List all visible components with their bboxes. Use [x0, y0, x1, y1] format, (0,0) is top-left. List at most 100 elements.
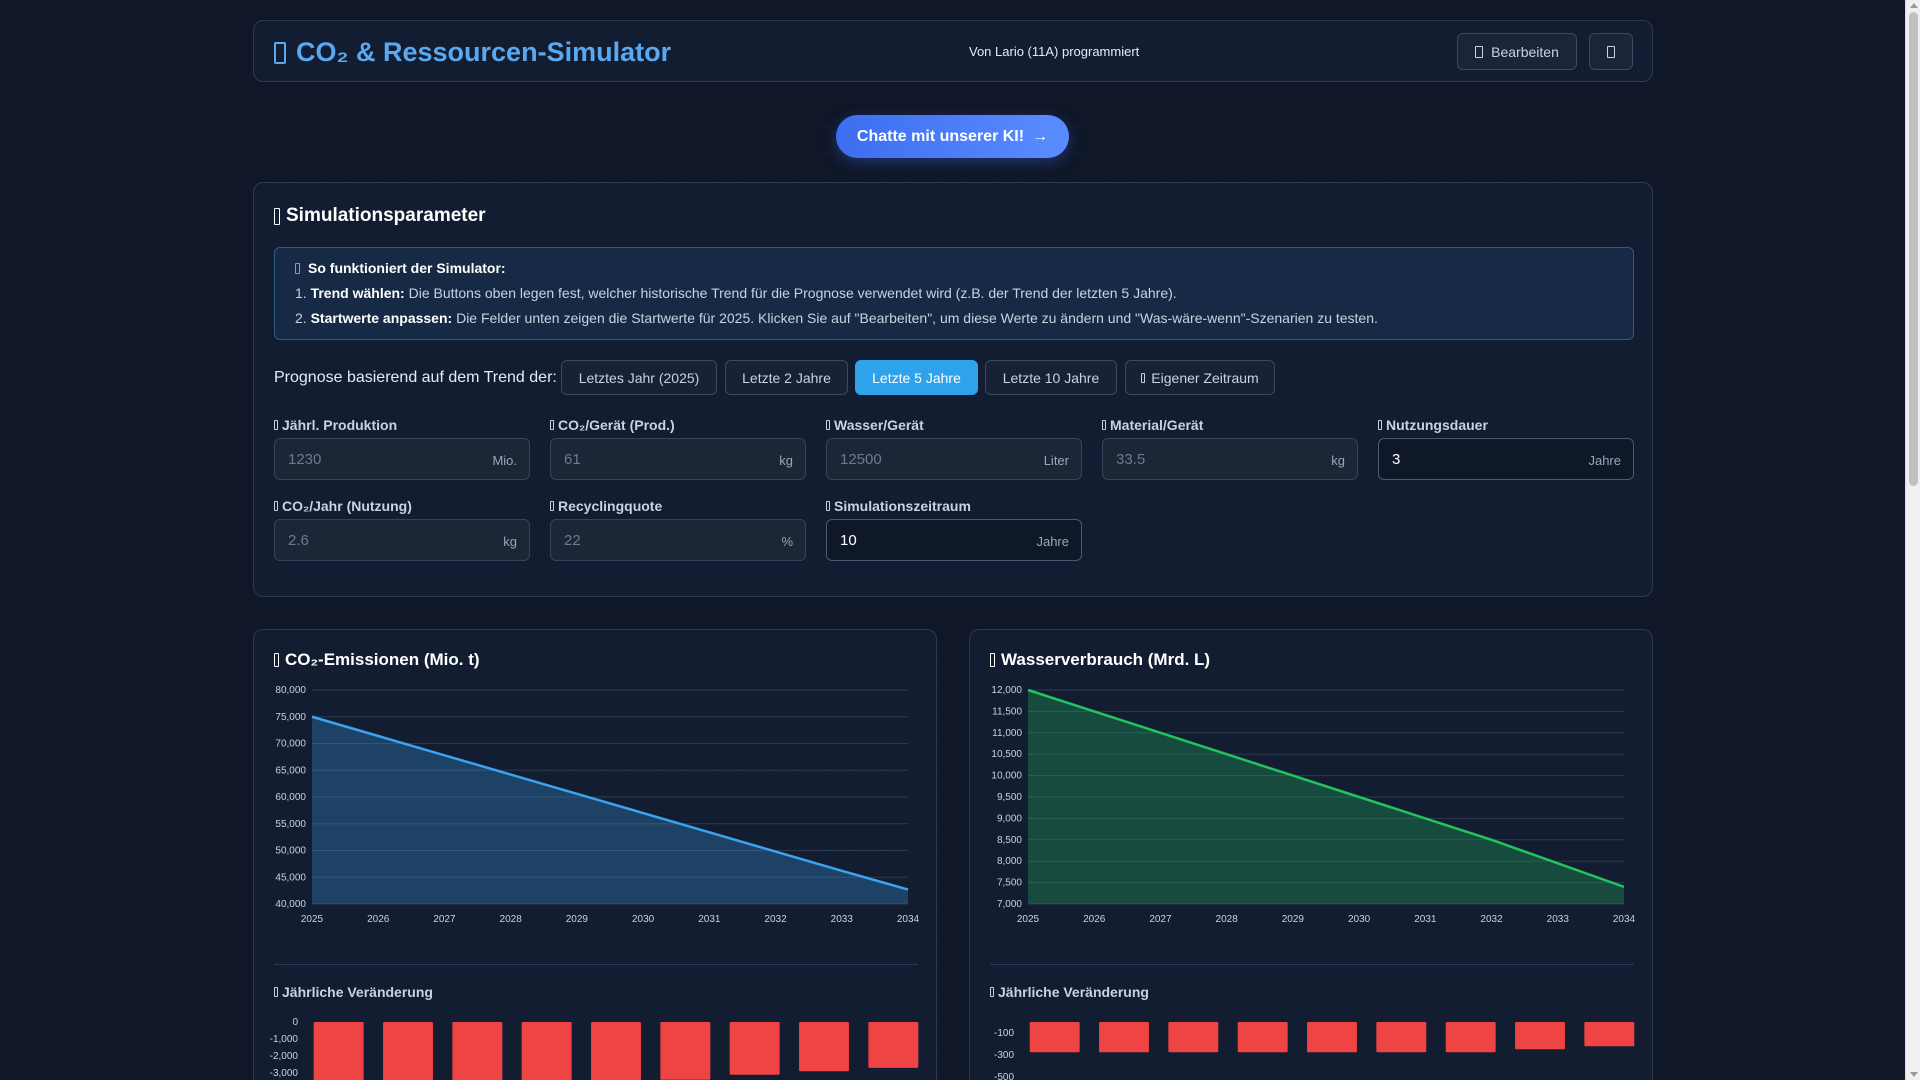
input-unit: Jahre — [1588, 453, 1621, 468]
pencil-icon — [1475, 45, 1484, 58]
water-y-tick-label: 7,000 — [997, 899, 1022, 910]
co2-change-title-text: Jährliche Veränderung — [282, 984, 433, 1000]
sliders-icon — [274, 207, 280, 225]
hourglass-icon — [826, 501, 830, 511]
field-label-text: Wasser/Gerät — [834, 417, 924, 433]
co2-y-tick-label: 65,000 — [275, 765, 306, 776]
co2-change-bar — [799, 1022, 849, 1072]
co2-x-tick-label: 2030 — [632, 914, 655, 925]
trend-button-10-years[interactable]: Letzte 10 Jahre — [985, 360, 1117, 395]
field-label: CO₂/Jahr (Nutzung) — [274, 497, 530, 515]
trend-button-custom-range[interactable]: Eigener Zeitraum — [1125, 360, 1275, 395]
water-change-y-tick-label: -100 — [994, 1028, 1014, 1039]
trend-label: Prognose basierend auf dem Trend der: — [274, 369, 557, 386]
co2-x-tick-label: 2033 — [831, 914, 854, 925]
co2-change-bar — [452, 1022, 503, 1080]
water-input[interactable]: 12500 Liter — [826, 438, 1082, 480]
water-y-tick-label: 9,500 — [997, 792, 1022, 803]
field-label: Wasser/Gerät — [826, 416, 1082, 434]
chat-ai-button[interactable]: Chatte mit unserer KI! → — [836, 115, 1069, 158]
input-value: 33.5 — [1116, 451, 1146, 468]
field-usage-duration: Nutzungsdauer 3 Jahre — [1378, 416, 1634, 480]
usage-duration-input[interactable]: 3 Jahre — [1378, 438, 1634, 480]
info-line-1-text: Die Buttons oben legen fest, welcher his… — [408, 285, 1177, 301]
field-label-text: Jährl. Produktion — [282, 417, 398, 433]
water-change-y-tick-label: -500 — [994, 1072, 1014, 1080]
water-change-bar — [1099, 1022, 1149, 1053]
scrollbar-thumb[interactable] — [1909, 12, 1918, 486]
co2-y-tick-label: 60,000 — [275, 792, 306, 803]
co2-usage-input[interactable]: 2.6 kg — [274, 519, 530, 561]
water-area-fill — [1028, 690, 1624, 904]
co2-chart-title-text: CO₂-Emissionen (Mio. t) — [285, 650, 480, 669]
co2-change-bar — [729, 1022, 780, 1075]
co2-production-input[interactable]: 61 kg — [550, 438, 806, 480]
water-change-bar — [1376, 1022, 1427, 1053]
input-value: 1230 — [288, 451, 322, 468]
input-unit: kg — [779, 453, 793, 468]
material-input[interactable]: 33.5 kg — [1102, 438, 1358, 480]
co2-change-y-tick-label: -2,000 — [270, 1051, 299, 1062]
scroll-down-arrow-icon[interactable] — [1910, 1072, 1918, 1077]
moon-icon — [1607, 45, 1615, 58]
co2-y-tick-label: 75,000 — [275, 712, 306, 723]
co2-change-bar — [660, 1022, 711, 1080]
water-change-title: Jährliche Veränderung — [990, 984, 1149, 1000]
field-annual-production: Jährl. Produktion 1230 Mio. — [274, 416, 530, 480]
params-title: Simulationsparameter — [274, 205, 486, 227]
water-y-tick-label: 11,000 — [992, 728, 1022, 739]
input-value: 61 — [564, 451, 581, 468]
co2-x-tick-label: 2032 — [764, 914, 787, 925]
co2-y-tick-label: 50,000 — [275, 846, 306, 857]
edit-button[interactable]: Bearbeiten — [1457, 33, 1577, 70]
input-value: 3 — [1392, 451, 1401, 468]
bolt-icon — [274, 501, 278, 511]
water-change-bar — [1168, 1022, 1219, 1053]
co2-change-y-tick-label: -1,000 — [270, 1034, 299, 1045]
factory-icon — [274, 420, 278, 430]
co2-y-tick-label: 55,000 — [275, 819, 306, 830]
field-recycling-rate: Recyclingquote 22% — [550, 497, 806, 561]
co2-x-tick-label: 2028 — [500, 914, 523, 925]
water-x-tick-label: 2030 — [1348, 914, 1371, 925]
co2-area-fill — [312, 716, 908, 904]
theme-toggle-button[interactable] — [1589, 33, 1633, 70]
trend-button-2-years[interactable]: Letzte 2 Jahre — [725, 360, 848, 395]
app-title-text: CO₂ & Ressourcen-Simulator — [296, 37, 672, 67]
co2-change-bar — [591, 1022, 641, 1080]
water-chart-card: Wasserverbrauch (Mrd. L) 7,000 7,500 8,000… — [969, 629, 1653, 1080]
clock-icon — [1378, 420, 1382, 430]
recycling-input[interactable]: 22% — [550, 519, 806, 561]
scroll-up-arrow-icon[interactable] — [1910, 3, 1918, 8]
co2-y-tick-label: 80,000 — [275, 685, 306, 696]
field-label-text: Material/Gerät — [1110, 417, 1204, 433]
water-chart-title: Wasserverbrauch (Mrd. L) — [990, 650, 1210, 670]
input-unit: kg — [503, 534, 517, 549]
water-y-tick-label: 8,500 — [997, 835, 1022, 846]
water-x-tick-label: 2027 — [1149, 914, 1172, 925]
water-change-bar — [1584, 1022, 1635, 1047]
co2-change-bar — [521, 1022, 572, 1080]
info-line-1-num: 1. — [295, 285, 307, 301]
cube-icon — [1102, 420, 1106, 430]
co2-change-y-tick-label: 0 — [292, 1017, 298, 1028]
arrow-right-icon: → — [1032, 127, 1049, 145]
custom-range-label: Eigener Zeitraum — [1151, 369, 1259, 386]
input-unit: Mio. — [492, 453, 517, 468]
field-label: Material/Gerät — [1102, 416, 1358, 434]
leaf-icon — [274, 41, 286, 64]
water-change-bar — [1307, 1022, 1357, 1053]
chat-button-label: Chatte mit unserer KI! — [856, 127, 1025, 145]
page-scrollbar[interactable] — [1905, 0, 1920, 1080]
trend-button-last-year[interactable]: Letztes Jahr (2025) — [561, 360, 717, 395]
input-unit: % — [781, 534, 793, 549]
input-value: 12500 — [840, 451, 882, 468]
production-input[interactable]: 1230 Mio. — [274, 438, 530, 480]
co2-y-tick-label: 45,000 — [275, 872, 306, 883]
info-line-2-num: 2. — [295, 310, 307, 326]
app-title: CO₂ & Ressourcen-Simulator — [274, 37, 671, 68]
trend-button-5-years[interactable]: Letzte 5 Jahre — [855, 360, 978, 395]
info-line-1: 1. Trend wählen: Die Buttons oben legen … — [295, 285, 1177, 301]
simulation-period-input[interactable]: 10 Jahre — [826, 519, 1082, 561]
field-co2-per-year-usage: CO₂/Jahr (Nutzung) 2.6 kg — [274, 497, 530, 561]
